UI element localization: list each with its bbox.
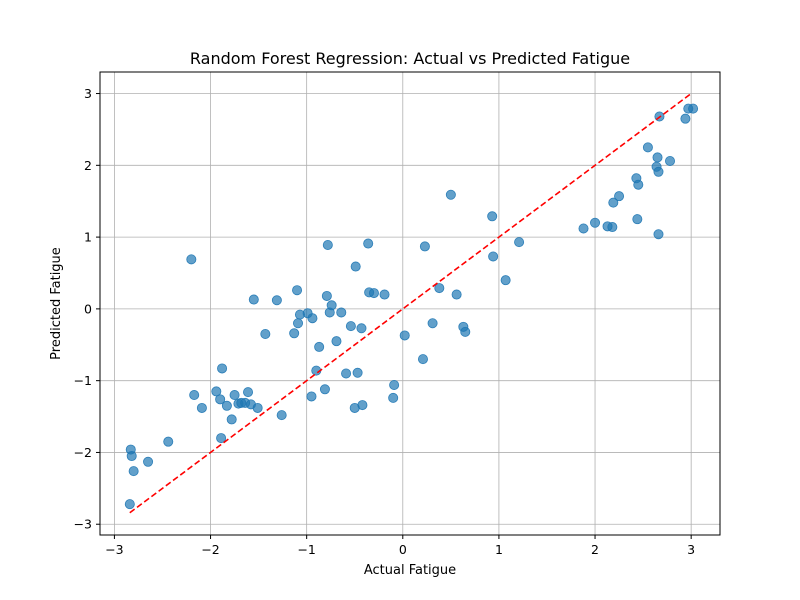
data-point [229, 390, 240, 401]
data-point [128, 466, 139, 477]
data-point [608, 197, 619, 208]
data-point [322, 239, 333, 250]
data-point [352, 367, 363, 378]
y-tick-label: 0 [84, 301, 92, 316]
data-point [388, 392, 399, 403]
data-point [653, 229, 664, 240]
data-point [126, 451, 137, 462]
plot-frame [99, 71, 721, 536]
data-point [221, 400, 232, 411]
data-point [578, 223, 589, 234]
data-point [331, 336, 342, 347]
data-point [488, 251, 499, 262]
data-point [460, 326, 471, 337]
data-point [293, 318, 304, 329]
data-point [216, 433, 227, 444]
data-point [356, 323, 367, 334]
y-tick-label: 2 [84, 158, 92, 173]
data-point [487, 211, 498, 222]
data-point [363, 238, 374, 249]
data-point [226, 414, 237, 425]
data-point [211, 386, 222, 397]
data-point [632, 214, 643, 225]
data-point [614, 191, 625, 202]
data-point [590, 217, 601, 228]
data-point [607, 222, 618, 233]
data-point [196, 402, 207, 413]
data-point [252, 402, 263, 413]
data-point [653, 166, 664, 177]
data-point [417, 354, 428, 365]
chart-title: Random Forest Regression: Actual vs Pred… [190, 49, 630, 68]
data-point [427, 318, 438, 329]
data-point [326, 300, 337, 311]
data-point [357, 400, 368, 411]
data-point [124, 499, 135, 510]
data-point [688, 103, 699, 114]
data-point [163, 436, 174, 447]
y-axis-label: Predicted Fatigue [49, 247, 64, 360]
data-point [399, 330, 410, 341]
y-tick-label: −2 [74, 445, 92, 460]
data-point [350, 261, 361, 272]
data-point [389, 379, 400, 390]
data-point [215, 394, 226, 405]
data-point [336, 307, 347, 318]
x-tick-label: 3 [687, 542, 695, 557]
data-points [124, 103, 699, 510]
axis-ticks: −3 −2 −1 0 1 2 3 −3 −2 −1 0 1 2 3 [74, 86, 696, 557]
x-tick-label: 1 [495, 542, 503, 557]
data-point [642, 142, 653, 153]
data-point [341, 368, 352, 379]
data-point [451, 289, 462, 300]
data-point [652, 152, 663, 163]
x-tick-label: 0 [399, 542, 407, 557]
data-point [665, 156, 676, 167]
data-point [368, 288, 379, 299]
data-point [186, 254, 197, 265]
data-point [319, 384, 330, 395]
data-point [306, 391, 317, 402]
data-point [633, 179, 644, 190]
data-point [314, 341, 325, 352]
data-point [289, 328, 300, 339]
data-point [143, 456, 154, 467]
x-tick-label: −2 [201, 542, 219, 557]
data-point [514, 237, 525, 248]
data-point [500, 275, 511, 286]
data-point [248, 294, 259, 305]
data-point [217, 363, 228, 374]
y-tick-label: 1 [84, 230, 92, 245]
data-point [260, 329, 271, 340]
data-point [445, 189, 456, 200]
data-point [271, 295, 282, 306]
x-axis-label: Actual Fatigue [364, 563, 456, 578]
y-tick-label: −3 [74, 517, 92, 532]
grid [100, 72, 720, 535]
data-point [419, 241, 430, 252]
data-point [379, 289, 390, 300]
data-point [321, 290, 332, 301]
y-tick-label: −1 [74, 373, 92, 388]
x-tick-label: −3 [105, 542, 123, 557]
y-tick-label: 3 [84, 86, 92, 101]
data-point [189, 390, 200, 401]
data-point [434, 283, 445, 294]
data-point [680, 113, 691, 124]
x-tick-label: 2 [591, 542, 599, 557]
x-tick-label: −1 [297, 542, 315, 557]
data-point [345, 321, 356, 332]
data-point [307, 313, 318, 324]
data-point [243, 387, 254, 398]
data-point [276, 410, 287, 421]
data-point [292, 285, 303, 296]
